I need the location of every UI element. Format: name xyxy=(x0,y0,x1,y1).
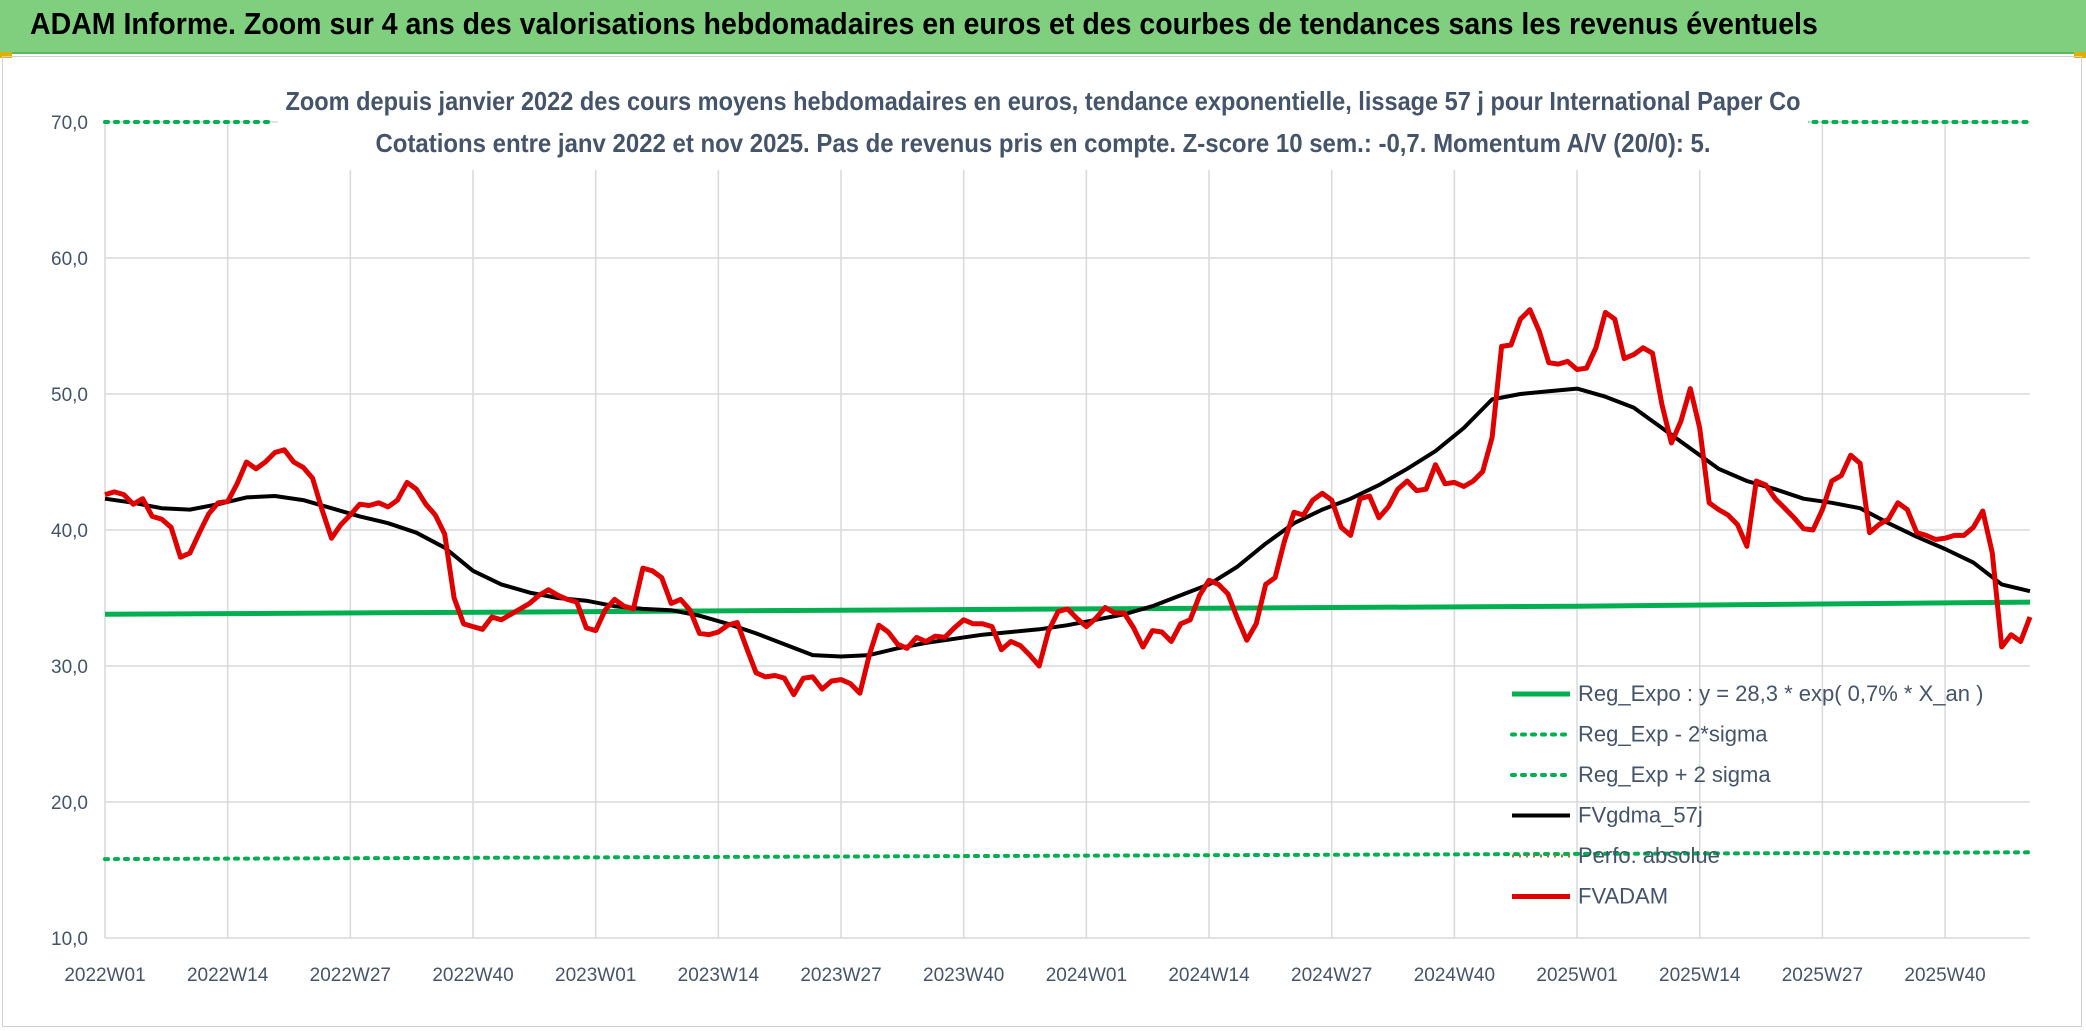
x-tick-label: 2024W40 xyxy=(1414,965,1495,986)
x-tick-label: 2025W01 xyxy=(1536,965,1617,986)
legend-label: Reg_Expo : y = 28,3 * exp( 0,7% * X_an ) xyxy=(1578,681,1983,706)
x-tick-label: 2024W01 xyxy=(1046,965,1127,986)
x-tick-label: 2023W01 xyxy=(555,965,636,986)
x-tick-label: 2024W27 xyxy=(1291,965,1372,986)
x-tick-label: 2025W27 xyxy=(1782,965,1863,986)
x-tick-label: 2024W14 xyxy=(1168,965,1250,986)
y-tick-label: 70,0 xyxy=(51,113,88,134)
chart-subtitle: Cotations entre janv 2022 et nov 2025. P… xyxy=(376,128,1711,158)
reg-exp-2-sigma-line xyxy=(103,850,2032,862)
x-tick-label: 2022W14 xyxy=(187,965,269,986)
x-tick-label: 2022W27 xyxy=(310,965,391,986)
x-tick-label: 2023W40 xyxy=(923,965,1004,986)
x-tick-label: 2025W40 xyxy=(1904,965,1985,986)
chart-titles: Zoom depuis janvier 2022 des cours moyen… xyxy=(278,78,1808,170)
y-tick-label: 20,0 xyxy=(51,793,88,814)
y-tick-label: 60,0 xyxy=(51,249,88,270)
chart-legend: Reg_Expo : y = 28,3 * exp( 0,7% * X_an )… xyxy=(1510,681,1983,909)
y-tick-label: 40,0 xyxy=(51,521,88,542)
report-title: ADAM Informe. Zoom sur 4 ans des valoris… xyxy=(30,6,1818,41)
title-background xyxy=(278,78,1808,170)
grid-layer: 10,0 20,0 30,0 40,0 50,0 60,0 70,0 2022W01 2022W… xyxy=(51,113,2030,986)
banner-corner-right xyxy=(2074,52,2086,58)
banner-corner-left xyxy=(0,52,12,58)
legend-label: FVgdma_57j xyxy=(1578,803,1703,828)
x-tick-label: 2022W40 xyxy=(432,965,513,986)
chart-frame xyxy=(2,56,2082,1027)
fvgdma-57j-line xyxy=(104,386,2031,659)
y-tick-label: 10,0 xyxy=(51,929,88,950)
legend-label: Reg_Exp + 2 sigma xyxy=(1578,762,1771,787)
x-tick-label: 2025W14 xyxy=(1659,965,1741,986)
legend-label: FVADAM xyxy=(1578,884,1668,909)
x-tick-label: 2023W27 xyxy=(800,965,881,986)
report-banner: ADAM Informe. Zoom sur 4 ans des valoris… xyxy=(0,0,2086,54)
reg-expo-line xyxy=(104,599,2031,617)
legend-label: Perfo. absolue xyxy=(1578,843,1720,868)
chart-title: Zoom depuis janvier 2022 des cours moyen… xyxy=(286,86,1801,116)
series-layer xyxy=(103,120,2033,862)
legend-label: Reg_Exp - 2*sigma xyxy=(1578,722,1768,747)
fvadam-line xyxy=(104,307,2033,698)
y-tick-label: 30,0 xyxy=(51,657,88,678)
x-tick-label: 2022W01 xyxy=(64,965,145,986)
y-tick-label: 50,0 xyxy=(51,385,88,406)
x-tick-label: 2023W14 xyxy=(678,965,760,986)
